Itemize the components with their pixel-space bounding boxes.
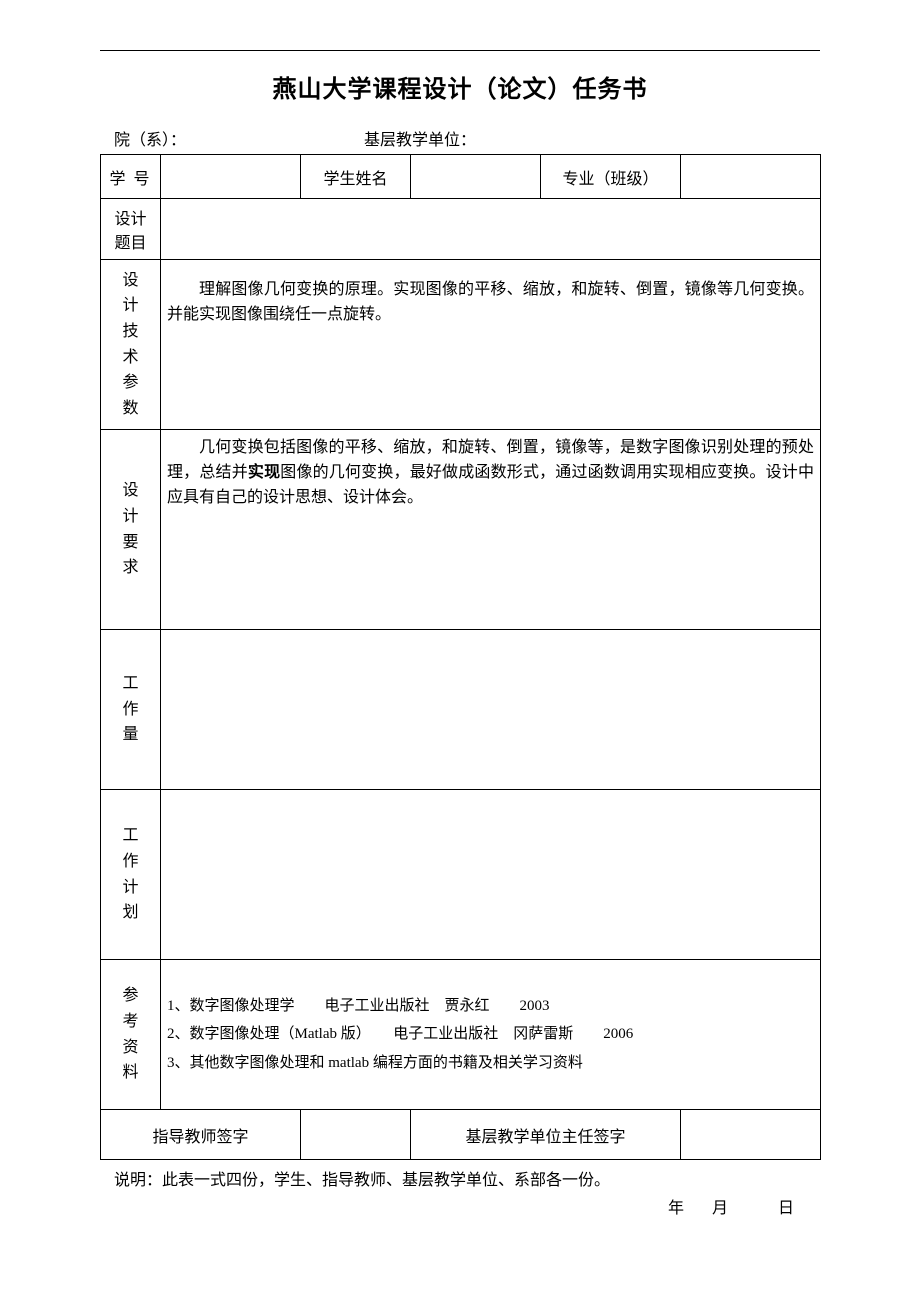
refs-label: 参 考 资 料 <box>101 960 161 1110</box>
topic-value[interactable] <box>161 199 821 260</box>
ref-line: 3、其他数字图像处理和 matlab 编程方面的书籍及相关学习资料 <box>167 1049 814 1078</box>
tech-label: 设 计 技 术 参 数 <box>101 260 161 430</box>
req-content: 几何变换包括图像的平移、缩放，和旋转、倒置，镜像等，是数字图像识别处理的预处理，… <box>161 430 821 630</box>
chair-sign-label: 基层教学单位主任签字 <box>411 1110 681 1160</box>
chair-sign-value[interactable] <box>681 1110 821 1160</box>
top-rule <box>100 50 820 51</box>
plan-content[interactable] <box>161 790 821 960</box>
work-content[interactable] <box>161 630 821 790</box>
footer-date: 年 月 日 <box>100 1194 820 1218</box>
unit-label: 基层教学单位： <box>364 132 476 149</box>
topic-label: 设计题目 <box>101 199 161 260</box>
tutor-sign-label: 指导教师签字 <box>101 1110 301 1160</box>
tech-text: 理解图像几何变换的原理。实现图像的平移、缩放，和旋转、倒置，镜像等几何变换。并能… <box>167 278 814 328</box>
work-label: 工 作 量 <box>101 630 161 790</box>
tech-content: 理解图像几何变换的原理。实现图像的平移、缩放，和旋转、倒置，镜像等几何变换。并能… <box>161 260 821 430</box>
major-label: 专业（班级） <box>541 155 681 199</box>
name-value[interactable] <box>411 155 541 199</box>
dept-label: 院（系）： <box>114 132 186 149</box>
sid-value[interactable] <box>161 155 301 199</box>
footer-note: 说明：此表一式四份，学生、指导教师、基层教学单位、系部各一份。 <box>100 1166 820 1190</box>
req-label: 设 计 要 求 <box>101 430 161 630</box>
plan-label: 工 作 计 划 <box>101 790 161 960</box>
major-value[interactable] <box>681 155 821 199</box>
ref-line: 1、数字图像处理学 电子工业出版社 贾永红 2003 <box>167 992 814 1021</box>
name-label: 学生姓名 <box>301 155 411 199</box>
doc-title: 燕山大学课程设计（论文）任务书 <box>100 69 820 104</box>
task-table: 学 号 学生姓名 专业（班级） 设计题目 设 计 技 术 参 数 理解图像几何变… <box>100 154 821 1160</box>
refs-content: 1、数字图像处理学 电子工业出版社 贾永红 2003 2、数字图像处理（Matl… <box>161 960 821 1110</box>
tutor-sign-value[interactable] <box>301 1110 411 1160</box>
sid-label: 学 号 <box>101 155 161 199</box>
req-text: 几何变换包括图像的平移、缩放，和旋转、倒置，镜像等，是数字图像识别处理的预处理，… <box>167 436 814 510</box>
pre-labels: 院（系）： 基层教学单位： <box>100 126 820 150</box>
ref-line: 2、数字图像处理（Matlab 版） 电子工业出版社 冈萨雷斯 2006 <box>167 1020 814 1049</box>
